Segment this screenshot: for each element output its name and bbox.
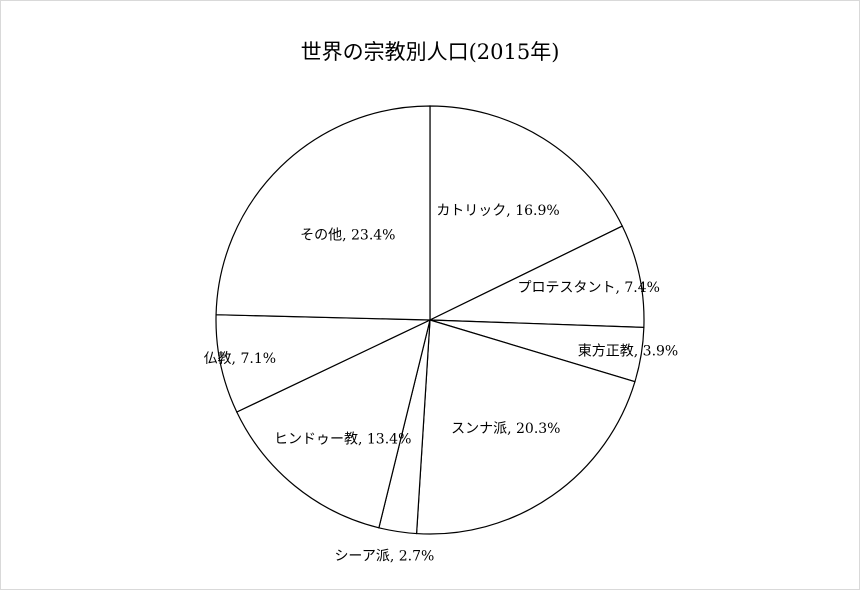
slice-label: 仏教, 7.1%: [204, 351, 276, 367]
pie-slice: [429, 105, 624, 321]
pie-slice: [235, 318, 431, 529]
slice-label: シーア派, 2.7%: [334, 549, 434, 565]
slice-label: プロテスタント, 7.4%: [517, 280, 659, 296]
slice-label: その他, 23.4%: [300, 228, 395, 244]
slice-label: カトリック, 16.9%: [436, 203, 559, 219]
pie-slice: [215, 105, 431, 321]
pie-slice: [429, 225, 645, 329]
pie-slice: [215, 314, 431, 413]
chart-title: 世界の宗教別人口(2015年): [300, 40, 560, 64]
slice-label: 東方正教, 3.9%: [578, 343, 678, 359]
slice-label: ヒンドゥー教, 13.4%: [274, 431, 411, 447]
pie-slice: [415, 319, 636, 535]
slice-label: スンナ派, 20.3%: [451, 421, 560, 437]
